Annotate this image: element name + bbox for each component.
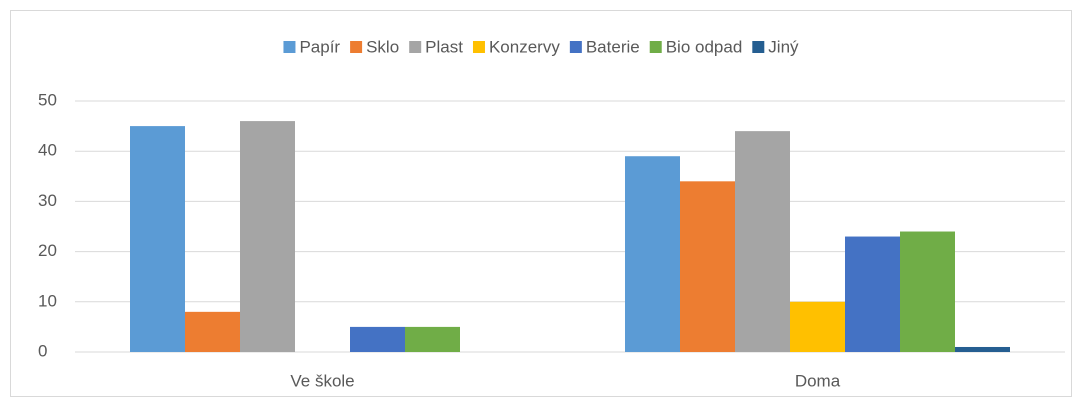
x-tick-label: Doma [795,371,841,390]
bar [680,181,735,352]
legend-swatch [569,41,582,53]
legend-swatch [752,41,765,53]
bar [240,121,295,352]
legend-label: Sklo [366,37,399,56]
legend-label: Konzervy [489,37,560,56]
y-tick-label: 50 [38,90,57,109]
y-tick-label: 0 [38,341,47,360]
legend-label: Plast [425,37,463,56]
legend-swatch [283,41,296,53]
bar [900,231,955,352]
bar [790,301,845,352]
legend-swatch [350,41,363,53]
bar [405,326,460,352]
bar [845,236,900,352]
legend-label: Jiný [768,37,799,56]
y-tick-label: 20 [38,241,57,260]
y-tick-label: 30 [38,191,57,210]
bar [955,346,1010,352]
legend-label: Bio odpad [666,37,743,56]
bar [350,326,405,352]
y-tick-label: 40 [38,141,57,160]
bar [185,311,240,352]
y-tick-label: 10 [38,291,57,310]
legend-swatch [472,41,485,53]
legend: Papír Sklo Plast Konzervy Baterie Bio odpad Ji… [283,37,799,56]
bar [735,131,790,352]
legend-label: Baterie [586,37,640,56]
bar [130,126,185,352]
legend-swatch [409,41,422,53]
x-tick-label: Ve škole [290,371,354,390]
legend-swatch [649,41,662,53]
legend-label: Papír [299,37,340,56]
bar [625,156,680,352]
